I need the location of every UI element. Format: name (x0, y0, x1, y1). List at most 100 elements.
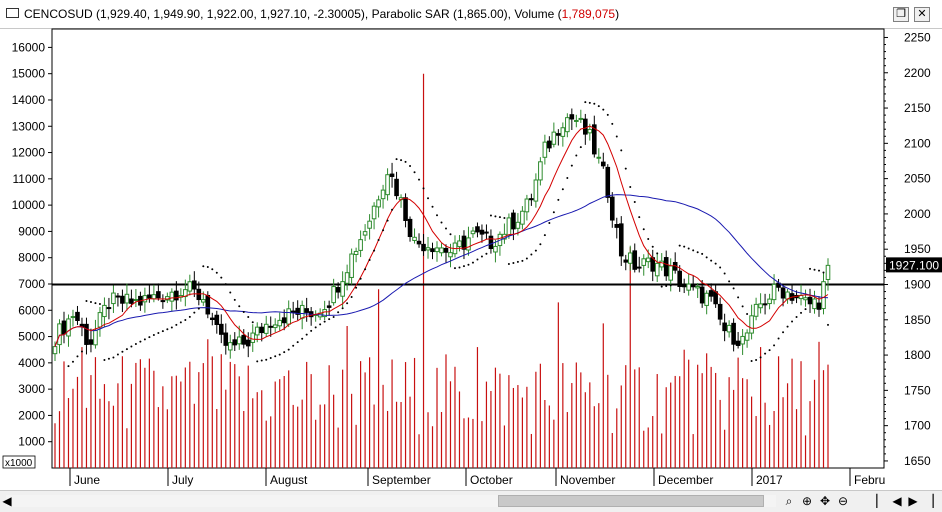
zoom-out-icon[interactable]: ⊖ (837, 494, 849, 508)
price-tick-label: 1750 (904, 383, 931, 397)
candle-body (448, 252, 453, 258)
candle-body (151, 294, 157, 300)
candle-body (457, 240, 462, 248)
scroll-left-icon[interactable]: ◀ (2, 494, 12, 508)
sar-dot (606, 113, 609, 116)
sar-dot (166, 328, 169, 331)
candle-body (618, 223, 624, 257)
sar-dot (480, 255, 483, 258)
sar-dot (305, 333, 308, 336)
sar-dot (602, 108, 605, 111)
sar-dot (566, 177, 569, 180)
price-tick-label: 2000 (904, 207, 931, 221)
candle-body (322, 309, 327, 318)
next-bar-icon[interactable]: ▶ (908, 494, 918, 508)
last-bar-icon[interactable]: ▕ (924, 494, 934, 508)
restore-icon: ❐ (896, 8, 906, 20)
close-window-button[interactable]: ✕ (914, 7, 930, 22)
sar-dot (552, 211, 555, 214)
sar-dot (543, 234, 546, 237)
candle-body (722, 322, 727, 332)
symbol-name: CENCOSUD (24, 7, 93, 21)
candle-body (641, 258, 647, 266)
candle-body (93, 329, 98, 346)
price-tick-label: 1900 (904, 277, 931, 291)
move-icon[interactable]: ✥ (819, 494, 831, 508)
sar-dot (683, 245, 686, 248)
sar-dot (813, 268, 816, 271)
zoom-in-icon[interactable]: ⊕ (801, 494, 813, 508)
slow-moving-average-line (54, 194, 829, 347)
sar-dot (665, 284, 668, 287)
prev-bar-icon[interactable]: ◀ (892, 494, 902, 508)
candle-body (704, 292, 709, 306)
sar-dot (615, 135, 618, 138)
sar-dot (184, 319, 187, 322)
candle-body (803, 297, 808, 301)
candle-body (254, 326, 260, 336)
price-chart[interactable]: 1000 2000 3000 4000 5000 6000 7000 8000 9000 1000… (0, 0, 942, 490)
candle-body (66, 318, 71, 337)
zoom-search-icon[interactable]: ⌕ (785, 494, 793, 508)
sar-dot (404, 160, 407, 163)
candle-body (753, 303, 759, 317)
candle-body (569, 114, 575, 120)
sar-dot (85, 300, 88, 303)
sar-dot (525, 257, 528, 260)
volume-tick-label: 5000 (18, 330, 45, 344)
candle-body (421, 243, 426, 252)
candle-body (731, 322, 736, 345)
sar-dot (431, 205, 434, 208)
sar-dot (170, 326, 173, 329)
candle-body (762, 303, 768, 306)
sar-dot (444, 227, 447, 230)
candle-body (201, 299, 206, 303)
volume-value: 1,789,075 (561, 7, 616, 21)
candle-body (520, 210, 525, 225)
sar-label: , Parabolic SAR (1,865.00), Volume ( (364, 7, 562, 21)
candle-body (807, 296, 813, 305)
sar-dot (629, 185, 632, 188)
price-tick-label: 1850 (904, 313, 931, 327)
sar-dot (597, 105, 600, 108)
candle-body (268, 325, 274, 328)
scrollbar-thumb[interactable] (498, 495, 764, 507)
sar-dot (773, 344, 776, 347)
candle-body (75, 311, 80, 322)
sar-dot (427, 197, 430, 200)
last-price-label: 1927.100 (889, 258, 939, 272)
sar-dot (233, 298, 236, 301)
sar-dot (355, 286, 358, 289)
sar-dot (710, 259, 713, 262)
candle-body (115, 295, 121, 298)
sar-dot (301, 337, 304, 340)
sar-dot (395, 158, 398, 161)
candle-body (600, 161, 606, 167)
candle-body (326, 305, 332, 308)
sar-dot (638, 216, 641, 219)
candle-body (695, 286, 700, 289)
candle-body (349, 253, 354, 278)
sar-dot (89, 301, 92, 304)
month-label: Febru (854, 473, 885, 487)
sar-dot (489, 214, 492, 217)
restore-window-button[interactable]: ❐ (893, 7, 909, 22)
volume-tick-label: 4000 (18, 356, 45, 370)
sar-dot (539, 243, 542, 246)
candle-body (367, 220, 372, 229)
sar-dot (175, 323, 178, 326)
sar-dot (413, 171, 416, 174)
sar-dot (98, 303, 101, 306)
candle-body (174, 290, 179, 301)
volume-tick-label: 14000 (12, 93, 46, 107)
candle-body (385, 174, 390, 196)
sar-dot (696, 251, 699, 254)
sar-dot (418, 178, 421, 181)
sar-dot (215, 271, 218, 274)
price-tick-label: 1700 (904, 419, 931, 433)
window-icon[interactable] (6, 8, 19, 18)
chart-title: CENCOSUD (1,929.40, 1,949.90, 1,922.00, … (24, 7, 619, 21)
first-bar-icon[interactable]: ▏ (876, 494, 886, 508)
candle-body (708, 290, 714, 297)
sar-dot (714, 262, 717, 265)
